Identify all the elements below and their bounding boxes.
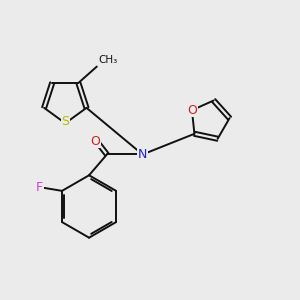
Text: F: F: [36, 182, 43, 194]
Text: O: O: [90, 135, 100, 148]
Text: S: S: [61, 115, 69, 128]
Text: CH₃: CH₃: [98, 55, 118, 65]
Text: O: O: [187, 104, 197, 117]
Text: N: N: [138, 148, 147, 161]
